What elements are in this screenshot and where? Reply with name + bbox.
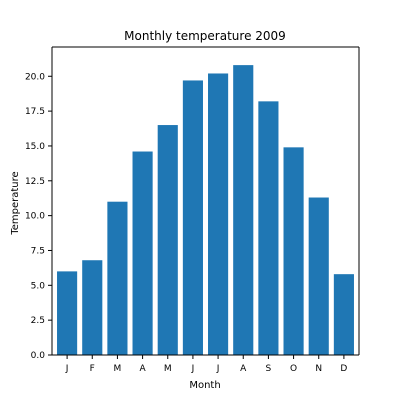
bar-7 <box>233 65 254 356</box>
x-tick-label: N <box>315 364 322 374</box>
x-tick-label: J <box>216 364 220 374</box>
y-tick-label: 15.0 <box>25 142 45 152</box>
x-tick-label: M <box>164 364 172 374</box>
bar-1 <box>82 260 103 355</box>
bar-8 <box>258 101 279 355</box>
y-axis-label: Temperature <box>10 171 21 235</box>
bar-3 <box>132 151 153 355</box>
bar-9 <box>283 147 304 355</box>
x-axis-label: Month <box>189 380 220 391</box>
bar-11 <box>333 274 354 355</box>
y-tick-label: 12.5 <box>25 177 45 187</box>
bar-4 <box>157 125 178 355</box>
x-tick-label: D <box>340 364 347 374</box>
y-ticks-group: 0.0 2.5 5.0 7.5 10.0 12.5 15.0 17.5 20.0 <box>25 72 52 361</box>
x-tick-label: M <box>114 364 122 374</box>
x-tick-label: A <box>240 364 247 374</box>
y-tick-label: 0.0 <box>31 351 46 361</box>
x-tick-label: O <box>290 364 297 374</box>
x-tick-label: A <box>140 364 147 374</box>
chart-title: Monthly temperature 2009 <box>124 29 286 43</box>
bar-5 <box>182 80 203 355</box>
x-tick-label: J <box>191 364 195 374</box>
y-tick-label: 2.5 <box>31 316 45 326</box>
bar-6 <box>208 73 229 355</box>
bar-2 <box>107 201 128 355</box>
x-tick-label: F <box>90 364 95 374</box>
bars-group <box>57 65 354 356</box>
y-tick-label: 10.0 <box>25 212 45 222</box>
bar-10 <box>308 197 329 355</box>
y-tick-label: 17.5 <box>25 107 45 117</box>
y-tick-label: 20.0 <box>25 72 45 82</box>
x-tick-label: S <box>266 364 272 374</box>
bar-0 <box>57 271 78 355</box>
y-tick-label: 7.5 <box>31 246 45 256</box>
y-tick-label: 5.0 <box>31 281 46 291</box>
x-tick-label: J <box>65 364 69 374</box>
